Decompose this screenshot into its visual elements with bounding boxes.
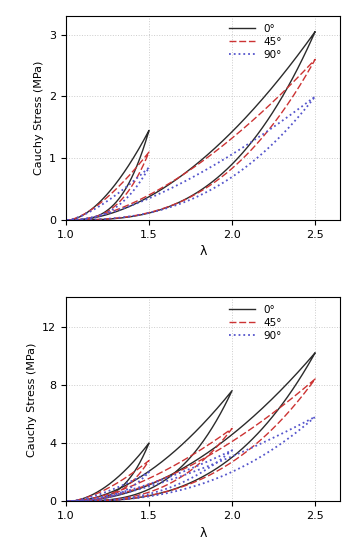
Y-axis label: Cauchy Stress (MPa): Cauchy Stress (MPa) bbox=[34, 61, 43, 175]
Legend: 0°, 45°, 90°: 0°, 45°, 90° bbox=[225, 301, 286, 345]
Legend: 0°, 45°, 90°: 0°, 45°, 90° bbox=[225, 19, 286, 64]
X-axis label: λ: λ bbox=[199, 245, 207, 258]
Y-axis label: Cauchy Stress (MPa): Cauchy Stress (MPa) bbox=[26, 342, 36, 457]
X-axis label: λ: λ bbox=[199, 527, 207, 539]
